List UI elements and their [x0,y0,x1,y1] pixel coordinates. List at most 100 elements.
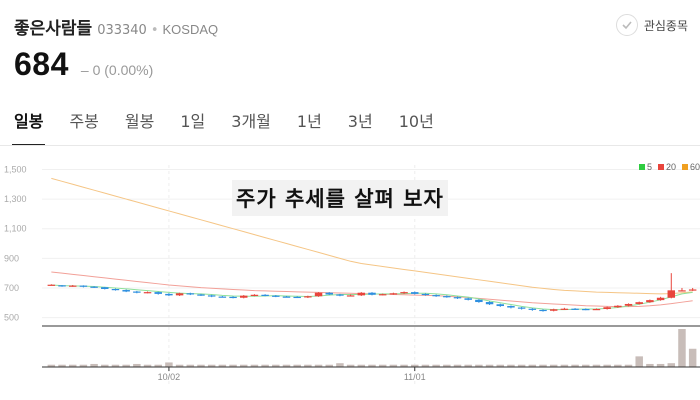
volume-bar [485,364,494,367]
price-row: 684 – 0 (0.00%) [14,46,153,83]
candle-body [314,292,323,297]
candle-body [475,299,483,303]
tab-daily[interactable]: 일봉 [11,100,46,146]
volume-bar [400,364,408,367]
candle-body [614,305,622,308]
volume-bar [432,364,440,367]
legend-label-ma20: 20 [665,162,676,172]
y-tick-label: 500 [4,313,19,323]
tab-weekly[interactable]: 주봉 [69,112,99,131]
volume-bar [272,364,280,367]
volume-bar [250,364,259,367]
tab-3months[interactable]: 3개월 [231,112,271,131]
volume-bar [507,364,515,367]
candle-body [507,306,515,308]
tab-monthly[interactable]: 월봉 [124,112,155,131]
candle-body [197,294,205,296]
candle-body [165,293,173,296]
volume-bar [261,364,269,367]
legend-label-ma5: 5 [646,162,652,172]
volume-bar [592,364,601,367]
volume-bar [464,364,472,367]
candle-body [453,297,462,299]
volume-bar [304,364,312,367]
volume-bar [111,364,120,367]
candle-body [603,307,611,309]
candle-body [688,289,697,291]
candle-body [464,298,472,300]
candle-body [357,292,366,296]
candle-body [336,294,344,296]
volume-bar [603,364,611,367]
candle-body [282,296,291,298]
period-tabs: 일봉 주봉 월봉 1일 3개월 1년 3년 10년 [0,100,438,146]
candle-body [175,293,184,296]
chart-legend: 5 20 60 [633,162,700,172]
tab-1year[interactable]: 1년 [296,112,322,131]
candle-body [646,300,654,303]
tab-1day[interactable]: 1일 [180,112,206,131]
volume-bar [539,364,547,367]
ma60-line [51,177,693,295]
candle-body [592,309,601,311]
candle-body [528,308,537,310]
volume-bar [496,364,505,367]
candle-body [485,302,494,305]
volume-bar [528,364,537,367]
candle-body [229,296,237,299]
favorite-button[interactable]: 관심종목 [615,14,688,36]
legend-item-ma5: 5 [638,162,652,172]
candle-body [111,289,120,291]
stock-code: 033340 [97,23,147,38]
x-tick-label: 10/02 [158,372,181,382]
candle-body [624,303,633,306]
volume-bar [325,364,333,367]
candle-body [378,294,387,296]
change-sign: – [80,62,89,78]
candle-body [560,308,569,310]
volume-bar [614,364,622,367]
tabs-divider [0,145,700,146]
volume-bar [154,364,162,367]
separator-dot: • [150,23,159,38]
candle-body [47,284,56,286]
candle-body [250,294,259,296]
volume-bar [207,364,216,367]
check-icon [615,14,638,36]
overlay-title: 주가 추세를 살펴 보자 [232,180,448,216]
legend-swatch-ma60 [681,164,688,170]
market-label: KOSDAQ [162,22,219,37]
volume-bar [678,329,686,367]
candle-body [582,309,590,311]
volume-bar [68,364,77,367]
volume-bar [282,364,291,367]
candle-body [496,304,505,307]
stock-chart[interactable]: 1,500 1,300 1,100 900 700 500 10/02 11/01 [0,155,700,400]
volume-bar [411,364,419,367]
candle-body [432,295,440,297]
y-tick-label: 700 [4,283,19,293]
volume-bar [336,363,344,367]
volume-bar [378,364,387,367]
candle-body [304,296,312,298]
legend-swatch-ma20 [657,164,664,170]
candle-body [539,309,547,312]
volume-bar [165,362,173,367]
candle-body [400,292,408,294]
volume-bar [389,364,398,367]
tab-3years[interactable]: 3년 [347,112,373,131]
tab-10years[interactable]: 10년 [398,112,434,131]
candle-body [421,293,430,296]
candle-body [207,295,216,297]
candle-body [389,293,398,295]
volume-bar [197,364,205,367]
candle-body [239,295,248,298]
volume-bar [646,363,654,367]
legend-item-ma20: 20 [657,162,676,172]
volume-bar [58,364,66,367]
candle-body [325,292,333,295]
volume-bar [293,364,301,367]
candle-body [411,292,419,294]
volume-bar [101,364,109,367]
volume-bar [582,364,590,367]
